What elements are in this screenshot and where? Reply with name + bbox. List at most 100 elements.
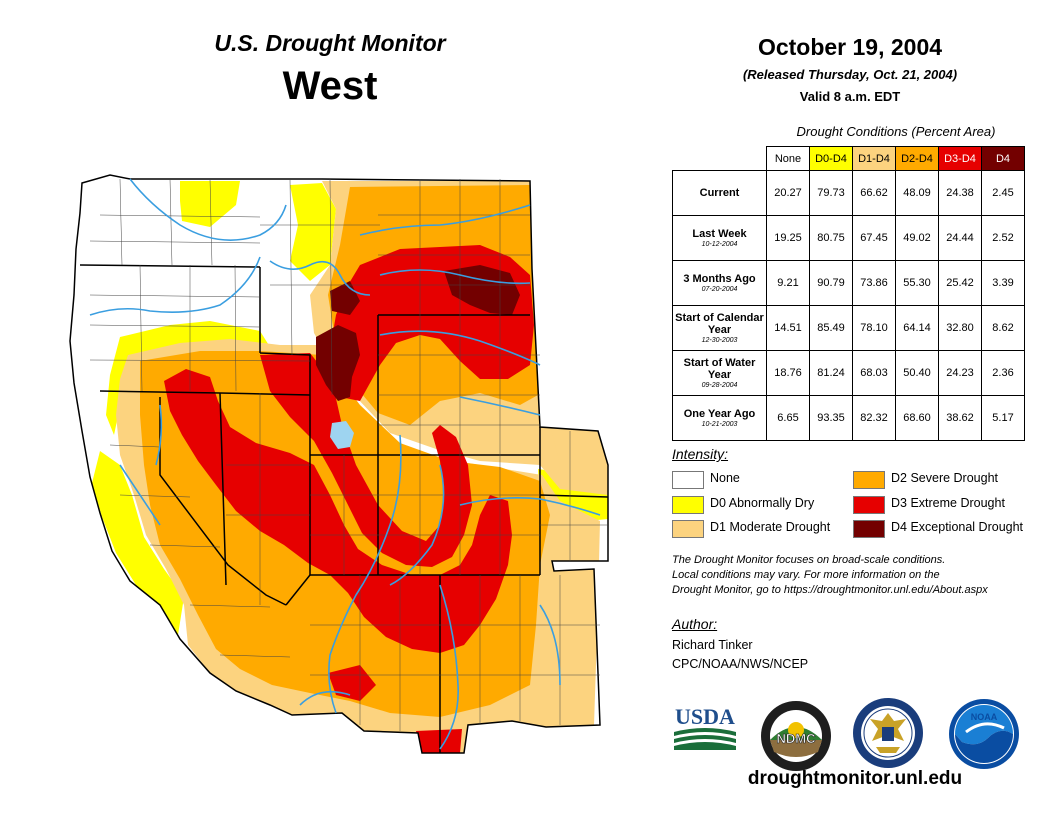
drought-conditions-table: None D0-D4 D1-D4 D2-D4 D3-D4 D4 Current …	[672, 146, 1025, 441]
table-cell: 93.35	[809, 395, 853, 441]
row-label-text: Current	[699, 187, 740, 199]
row-date: 12-30-2003	[701, 336, 738, 344]
row-label-text: One Year Ago	[683, 407, 756, 420]
legend-swatch	[853, 520, 885, 538]
table-row: Current 20.27 79.73 66.62 48.09 24.38 2.…	[672, 170, 1025, 216]
legend-label: D2 Severe Drought	[891, 471, 999, 485]
column-header: D4	[981, 146, 1025, 171]
table-cell: 24.23	[938, 350, 982, 396]
row-label: Start of Water Year 09-28-2004	[672, 350, 767, 396]
table-cell: 81.24	[809, 350, 853, 396]
row-label-text: Start of Water Year	[683, 356, 756, 381]
table-cell: 2.45	[981, 170, 1025, 216]
row-date: 07-20-2004	[701, 285, 738, 293]
table-cell: 25.42	[938, 260, 982, 306]
legend-swatch	[672, 520, 704, 538]
table-caption: Drought Conditions (Percent Area)	[796, 124, 996, 139]
release-date: (Released Thursday, Oct. 21, 2004)	[742, 67, 958, 82]
row-label-text: 3 Months Ago	[683, 272, 756, 285]
row-label: 3 Months Ago 07-20-2004	[672, 260, 767, 306]
table-cell: 5.17	[981, 395, 1025, 441]
table-row: Start of Calendar Year 12-30-2003 14.51 8…	[672, 305, 1025, 351]
usda-logo-icon: USDA	[674, 704, 736, 750]
legend-swatch	[853, 496, 885, 514]
row-date: 10-21-2003	[701, 420, 738, 428]
note-line: Local conditions may vary. For more info…	[672, 569, 940, 581]
table-cell: 85.49	[809, 305, 853, 351]
table-cell: 24.44	[938, 215, 982, 261]
table-cell: 66.62	[852, 170, 896, 216]
column-header: D3-D4	[938, 146, 982, 171]
row-label-text: Start of Calendar Year	[675, 311, 764, 336]
legend-label: D1 Moderate Drought	[710, 520, 831, 534]
table-corner	[673, 147, 767, 171]
table-cell: 24.38	[938, 170, 982, 216]
author-name: Richard Tinker	[672, 638, 753, 652]
table-cell: 32.80	[938, 305, 982, 351]
legend-label: D3 Extreme Drought	[891, 496, 1005, 510]
table-cell: 14.51	[766, 305, 810, 351]
ndmc-logo-text: NDMC	[777, 731, 817, 746]
noaa-logo-text: NOAA	[971, 712, 998, 722]
row-label: Start of Calendar Year 12-30-2003	[672, 305, 767, 351]
column-header: D2-D4	[895, 146, 939, 171]
note-line: Drought Monitor, go to https://droughtmo…	[672, 584, 988, 596]
table-cell: 55.30	[895, 260, 939, 306]
legend-label: D0 Abnormally Dry	[710, 496, 815, 510]
table-cell: 79.73	[809, 170, 853, 216]
table-cell: 2.36	[981, 350, 1025, 396]
legend-label: D4 Exceptional Drought	[891, 520, 1024, 534]
table-cell: 38.62	[938, 395, 982, 441]
table-cell: 64.14	[895, 305, 939, 351]
usda-logo-text: USDA	[675, 704, 735, 729]
table-cell: 8.62	[981, 305, 1025, 351]
row-label: Current	[672, 170, 767, 216]
disclaimer-note: The Drought Monitor focuses on broad-sca…	[672, 553, 1042, 598]
table-cell: 90.79	[809, 260, 853, 306]
row-label: Last Week 10-12-2004	[672, 215, 767, 261]
table-cell: 68.60	[895, 395, 939, 441]
author-title: Author:	[672, 616, 718, 632]
drought-map	[69, 174, 609, 754]
legend-swatch	[672, 496, 704, 514]
drought-areas	[92, 181, 608, 753]
ndmc-logo-icon: NDMC	[761, 701, 831, 771]
valid-time: Valid 8 a.m. EDT	[799, 89, 901, 104]
table-cell: 6.65	[766, 395, 810, 441]
table-cell: 19.25	[766, 215, 810, 261]
table-cell: 73.86	[852, 260, 896, 306]
author-org: CPC/NOAA/NWS/NCEP	[672, 657, 809, 671]
table-cell: 68.03	[852, 350, 896, 396]
legend-swatch	[853, 471, 885, 489]
table-cell: 48.09	[895, 170, 939, 216]
table-row: One Year Ago 10-21-2003 6.65 93.35 82.32 …	[672, 395, 1025, 441]
column-header: D0-D4	[809, 146, 853, 171]
brand-title: U.S. Drought Monitor	[214, 30, 446, 56]
region-title: West	[282, 64, 378, 108]
noaa-logo-icon: NOAA	[949, 699, 1019, 769]
table-cell: 2.52	[981, 215, 1025, 261]
commerce-seal-icon	[853, 698, 923, 768]
legend-label: None	[710, 471, 740, 485]
legend-title: Intensity:	[672, 446, 729, 462]
table-cell: 20.27	[766, 170, 810, 216]
row-label: One Year Ago 10-21-2003	[672, 395, 767, 441]
website-url: droughtmonitor.unl.edu	[747, 768, 963, 789]
table-cell: 18.76	[766, 350, 810, 396]
map-date: October 19, 2004	[757, 34, 943, 60]
note-line: The Drought Monitor focuses on broad-sca…	[672, 554, 946, 566]
column-header: None	[766, 146, 810, 171]
table-cell: 49.02	[895, 215, 939, 261]
table-cell: 67.45	[852, 215, 896, 261]
table-cell: 78.10	[852, 305, 896, 351]
table-cell: 3.39	[981, 260, 1025, 306]
column-header: D1-D4	[852, 146, 896, 171]
row-date: 09-28-2004	[701, 381, 738, 389]
table-cell: 50.40	[895, 350, 939, 396]
county-borders	[89, 178, 608, 731]
table-cell: 9.21	[766, 260, 810, 306]
table-cell: 82.32	[852, 395, 896, 441]
rivers	[89, 178, 601, 750]
legend-swatch	[672, 471, 704, 489]
table-row: Start of Water Year 09-28-2004 18.76 81.2…	[672, 350, 1025, 396]
